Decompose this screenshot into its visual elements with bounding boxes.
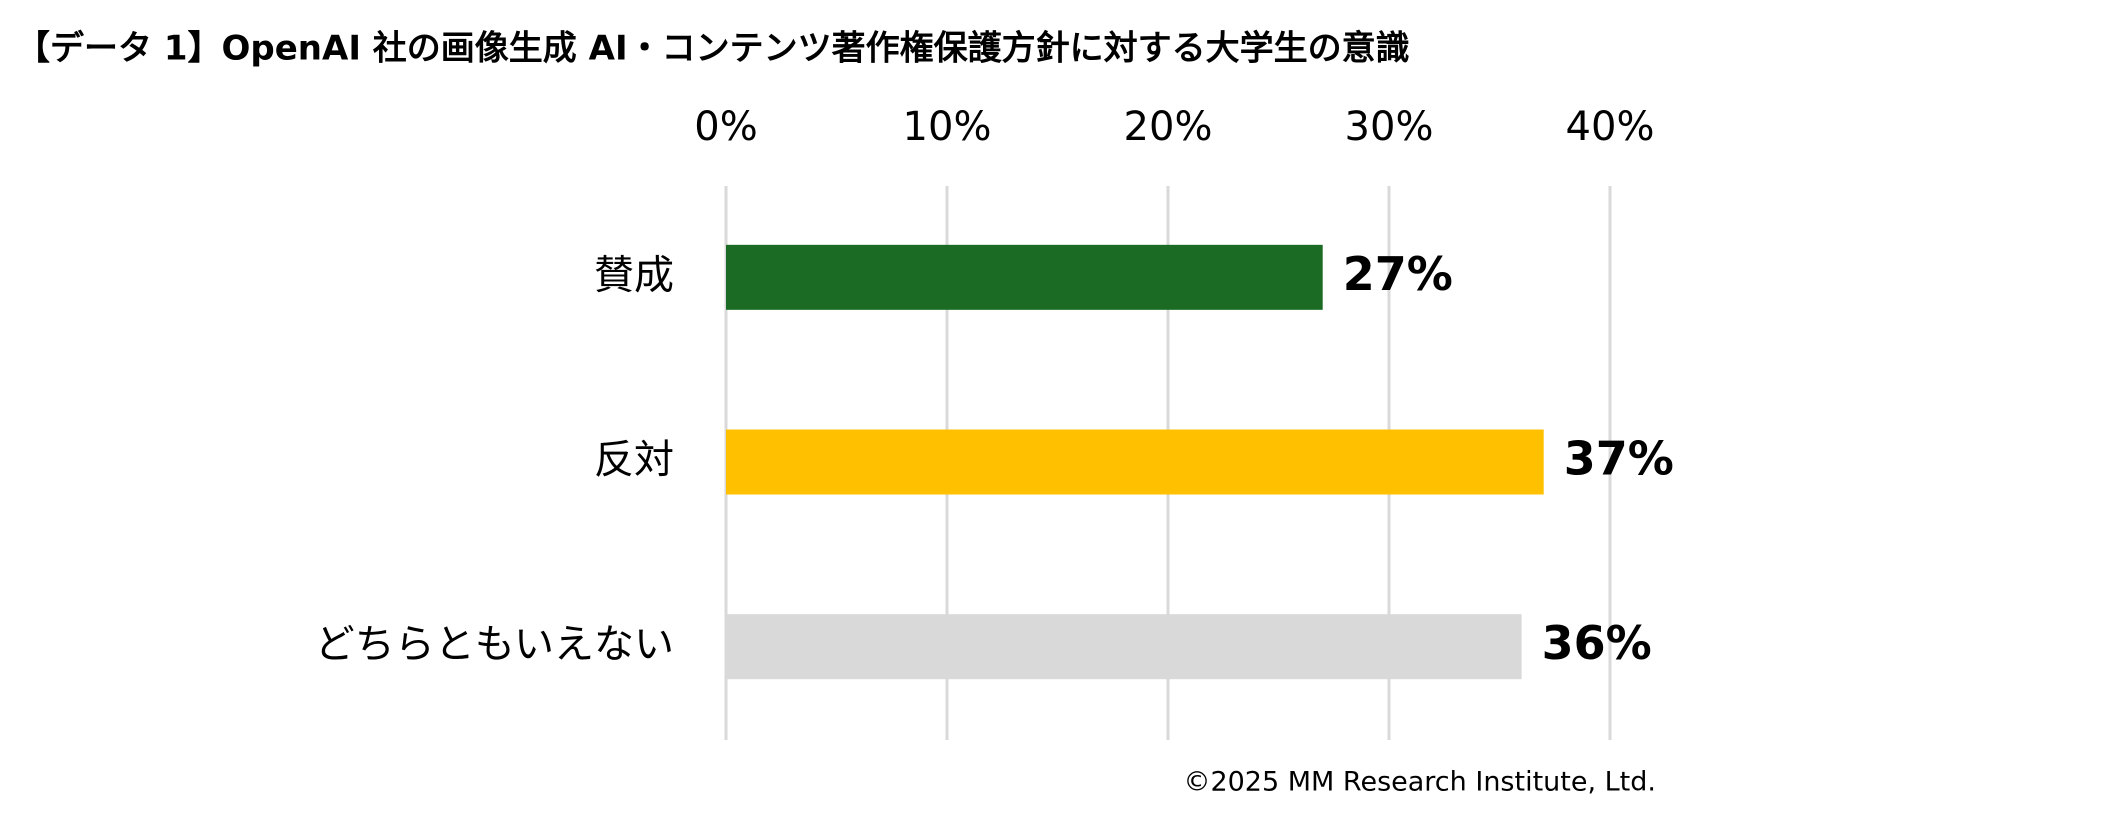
value-label: 27% [1343,247,1453,301]
x-tick-label: 10% [903,104,992,150]
category-label: 反対 [594,437,674,483]
value-label: 36% [1542,616,1652,670]
category-label: どちらともいえない [315,622,674,668]
bar [726,244,1323,310]
category-label: 賛成 [594,252,674,298]
bar [726,429,1544,495]
bar [726,614,1522,680]
x-tick-label: 40% [1566,104,1655,150]
chart-title: 【データ 1】OpenAI 社の画像生成 AI・コンテンツ著作権保護方針に対する… [16,29,1410,69]
value-label: 37% [1564,432,1674,486]
x-tick-label: 20% [1124,104,1213,150]
x-tick-label: 30% [1345,104,1434,150]
x-tick-label: 0% [694,104,757,150]
copyright-note: ©2025 MM Research Institute, Ltd. [1183,767,1656,798]
